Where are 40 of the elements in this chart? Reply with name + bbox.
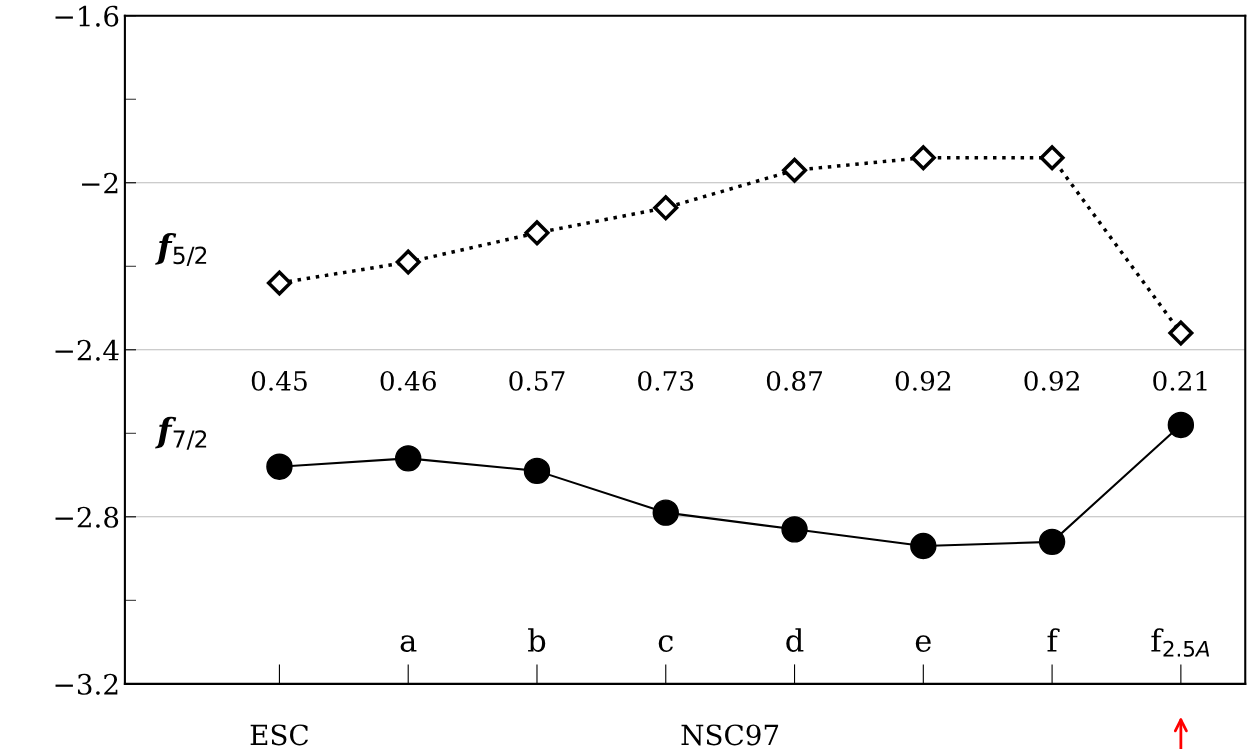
point	[781, 157, 808, 183]
annotation: 0.92	[895, 370, 951, 391]
point	[1167, 411, 1195, 439]
x-tick-label: d	[786, 628, 804, 652]
text: NSC97	[681, 724, 779, 746]
y-tick-label: −3.2	[55, 673, 118, 695]
x-tick-label: e	[915, 635, 931, 652]
point	[1038, 528, 1066, 556]
point	[652, 499, 679, 526]
annotation: 0.57	[509, 370, 565, 391]
point	[523, 457, 551, 485]
y-tick-label: −2	[82, 172, 118, 194]
point	[524, 220, 550, 246]
annotation: 0.21	[1153, 370, 1207, 391]
point	[781, 516, 808, 543]
series-label: f$_{5/2}$	[155, 233, 207, 267]
annotation: 0.45	[251, 370, 307, 391]
point	[266, 270, 292, 296]
point	[1039, 145, 1065, 171]
point	[395, 249, 421, 275]
y-tick-label: −2.4	[55, 339, 119, 361]
annotation: 0.87	[766, 370, 823, 391]
x-tick-label: f$_{2.5A}$	[1151, 628, 1210, 657]
point	[653, 195, 679, 221]
text: ESC	[250, 724, 309, 746]
y-tick-label: −1.6	[55, 5, 119, 27]
point	[395, 445, 422, 472]
point	[910, 145, 936, 171]
series-label: f$_{7/2}$	[155, 416, 207, 450]
annotation: 0.46	[380, 370, 436, 391]
x-tick-label: c	[658, 635, 673, 652]
x-tick-label: f	[1047, 628, 1060, 652]
point	[910, 532, 937, 560]
x-tick-label: a	[400, 635, 417, 652]
annotation: 0.73	[638, 370, 694, 391]
annotation: 0.92	[1024, 370, 1079, 391]
point	[1168, 320, 1194, 346]
point	[266, 453, 293, 480]
y-tick-label: −2.8	[55, 506, 119, 528]
x-tick-label: b	[528, 628, 546, 652]
